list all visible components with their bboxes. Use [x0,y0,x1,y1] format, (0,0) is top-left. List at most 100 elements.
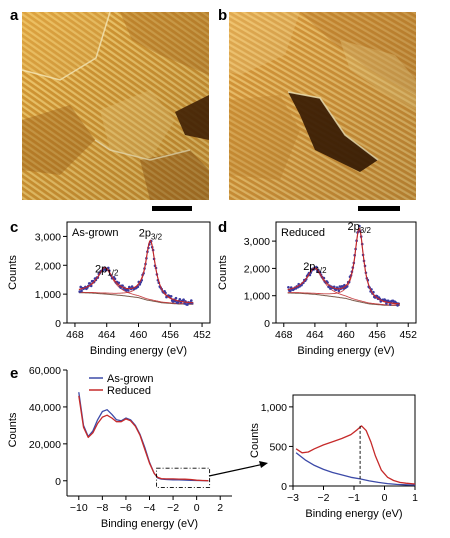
data-point [289,289,292,293]
peak-label-subscript: 1/2 [315,266,327,275]
x-tick-label: 460 [337,329,355,341]
x-tick-label: −2 [318,492,330,504]
x-tick-label: 456 [162,329,180,341]
zoom-arrow [208,461,268,477]
series-line [295,452,416,486]
peak-label: 2p1/2 [303,261,327,275]
peak-label-subscript: 3/2 [360,226,372,235]
x-axis-label: Binding energy (eV) [297,345,394,357]
panel-label-b: b [218,7,227,24]
x-tick-label: −3 [287,492,299,504]
y-tick-label: 500 [269,441,287,453]
series-line [78,392,209,482]
data-point [178,298,182,301]
x-tick-label: 0 [194,502,200,514]
fit-curve [287,227,400,305]
x-tick-label: 452 [399,329,417,341]
scale-bar-a [152,206,192,211]
peak-label-main: 2p [139,227,151,239]
x-axis-label: Binding energy (eV) [101,518,198,530]
y-tick-label: 1,000 [261,402,287,414]
x-tick-label: 464 [306,329,324,341]
data-point [182,298,185,302]
data-point [345,285,349,288]
sample-annotation: Reduced [281,227,325,239]
y-axis-label: Counts [249,423,261,458]
data-point [107,266,110,270]
peak-label-subscript: 3/2 [151,232,163,241]
y-tick-label: 0 [281,481,287,493]
x-tick-label: −6 [120,502,132,514]
x-tick-label: 468 [66,329,84,341]
y-tick-label: 3,000 [35,231,61,243]
data-point [358,224,361,228]
y-tick-label: 0 [55,318,61,330]
y-tick-label: 0 [55,476,61,488]
y-tick-label: 3,000 [244,236,270,248]
x-tick-label: 464 [98,329,116,341]
scale-bar-b [358,206,400,211]
x-tick-label: −8 [96,502,108,514]
x-tick-label: 468 [275,329,293,341]
zoom-region-box [156,467,211,488]
y-tick-label: 1,000 [244,291,270,303]
valence-band-chart: −10 −8 −6 −4 −2 0 2 0 20,000 40,000 60,000 Binding … [7,365,232,530]
data-point [174,296,178,300]
x-axis-label: Binding energy (eV) [305,508,402,520]
x-tick-label: 456 [368,329,386,341]
y-tick-label: 20,000 [29,439,61,451]
background-curve [78,292,194,305]
y-tick-label: 2,000 [244,263,270,275]
stm-image-a [21,11,209,200]
x-tick-label: 452 [193,329,211,341]
y-tick-label: 60,000 [29,365,61,377]
legend-label: Reduced [107,385,151,397]
data-point [80,289,83,293]
data-point [117,281,121,285]
peak-label: 2p3/2 [139,227,163,241]
peak-label-main: 2p [95,264,107,276]
legend-label: As-grown [107,373,153,385]
series-line [78,395,209,482]
panel-label-c: c [10,219,18,236]
panel-label-a: a [10,7,19,24]
data-point [385,302,388,305]
background-curve [287,292,400,306]
x-tick-label: −1 [348,492,360,504]
x-tick-label: −2 [167,502,179,514]
xps-chart-as-grown: 468 464 460 456 452 0 1,000 2,000 3,000 Binding e… [7,221,211,357]
y-axis-label: Counts [7,255,19,290]
data-point [127,289,130,292]
x-tick-label: 0 [382,492,388,504]
panel-label-d: d [218,219,227,236]
x-tick-label: −4 [144,502,156,514]
y-axis-label: Counts [7,412,19,447]
x-axis-label: Binding energy (eV) [90,345,187,357]
panel-label-e: e [10,365,18,382]
series-line [295,425,416,485]
data-point [337,289,341,293]
y-tick-label: 1,000 [35,289,61,301]
x-tick-label: 2 [217,502,223,514]
xps-chart-reduced: 468 464 460 456 452 0 1,000 2,000 3,000 Binding e… [217,221,417,357]
data-point [315,265,318,269]
x-tick-label: 1 [412,492,418,504]
peak-label: 2p3/2 [348,221,372,235]
peak-label-main: 2p [303,261,315,273]
x-tick-label: −10 [70,502,88,514]
y-tick-label: 40,000 [29,402,61,414]
data-point [287,286,290,289]
data-point [186,303,189,306]
valence-band-inset-chart: −3 −2 −1 0 1 0 500 1,000 Binding energy (eV) Coun… [249,394,418,520]
peak-label-main: 2p [348,221,360,233]
data-point [388,303,392,306]
stm-image-b [229,12,416,200]
peak-label: 2p1/2 [95,264,119,278]
fit-curve [78,239,194,304]
data-point [190,299,193,302]
x-tick-label: 460 [130,329,148,341]
sample-annotation: As-grown [72,227,118,239]
peak-label-subscript: 1/2 [107,269,119,278]
plot-frame [292,394,416,487]
